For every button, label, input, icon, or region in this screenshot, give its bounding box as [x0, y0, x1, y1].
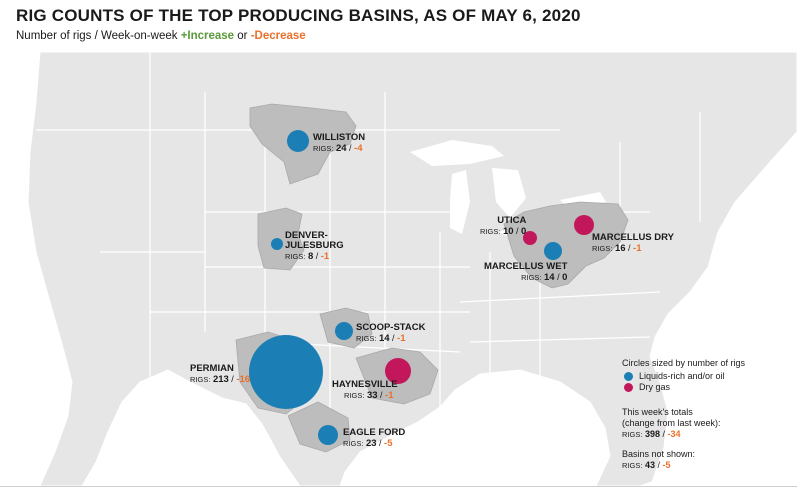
rigs-prefix: RIGS:: [285, 252, 306, 261]
label-denver-julesburg: DENVER- JULESBURG RIGS: 8 / -1: [285, 230, 344, 262]
basin-area-denver-julesburg: [257, 207, 305, 271]
legend-drygas-label: Dry gas: [639, 382, 671, 392]
label-scoop-stack: SCOOP-STACK RIGS: 14 / -1: [356, 322, 426, 344]
lake-huron: [492, 168, 526, 218]
footer-divider: [0, 486, 797, 487]
gulf-of-mexico: [360, 424, 580, 486]
basin-name: UTICA: [497, 215, 527, 226]
rigs-prefix: RIGS:: [521, 273, 542, 282]
notshown-values: RIGS: 43 / -5: [622, 460, 671, 470]
liquids-swatch-icon: [624, 372, 633, 381]
subtitle-decrease: -Decrease: [250, 30, 306, 42]
circle-haynesville: [385, 358, 411, 384]
basin-name: SCOOP-STACK: [356, 322, 426, 333]
lake-michigan: [450, 170, 470, 234]
rig-count: 23: [365, 438, 377, 449]
legend-liquids-label: Liquids-rich and/or oil: [639, 371, 725, 381]
basin-name: DENVER-: [285, 230, 328, 241]
circle-eagle-ford: [318, 425, 338, 445]
legend-heading: Circles sized by number of rigs: [622, 358, 746, 368]
state-borders: [36, 52, 701, 432]
totals-change: -34: [667, 429, 681, 439]
rigs-prefix: RIGS:: [622, 461, 643, 470]
legend-drygas: Dry gas: [624, 382, 792, 393]
subtitle-or: or: [234, 30, 251, 42]
map-legend: Circles sized by number of rigs Liquids-…: [622, 358, 792, 471]
basin-map: [27, 52, 797, 486]
totals-heading-1: This week's totals: [622, 407, 693, 417]
subtitle: Number of rigs / Week-on-week +Increase …: [16, 30, 306, 42]
basin-name: WILLISTON: [313, 132, 366, 143]
notshown-change: -5: [662, 460, 671, 470]
rigs-prefix: RIGS:: [343, 439, 364, 448]
rig-circles: [249, 130, 594, 445]
label-eagle-ford: EAGLE FORD RIGS: 23 / -5: [343, 427, 406, 449]
circle-permian: [249, 335, 323, 409]
basin-name-line2: JULESBURG: [285, 240, 344, 251]
basin-name: PERMIAN: [190, 363, 234, 374]
rig-change: -1: [397, 333, 406, 344]
rigs-prefix: RIGS:: [344, 391, 365, 400]
label-williston: WILLISTON RIGS: 24 / -4: [313, 132, 366, 154]
circle-williston: [287, 130, 309, 152]
rigs-prefix: RIGS:: [622, 430, 643, 439]
basin-name: MARCELLUS WET: [484, 261, 568, 272]
label-haynesville: HAYNESVILLE RIGS: 33 / -1: [332, 379, 398, 401]
circle-scoop-stack: [335, 322, 353, 340]
label-utica: UTICA RIGS: 10 / 0: [480, 215, 527, 237]
basin-name: EAGLE FORD: [343, 427, 406, 438]
basin-name: HAYNESVILLE: [332, 379, 398, 390]
rigs-prefix: RIGS:: [190, 375, 211, 384]
notshown-rigs: 43: [644, 460, 655, 470]
page-title: RIG COUNTS OF THE TOP PRODUCING BASINS, …: [16, 6, 581, 25]
drygas-swatch-icon: [624, 383, 633, 392]
label-marcellus-wet: MARCELLUS WET RIGS: 14 / 0: [484, 261, 568, 283]
rig-count: 33: [366, 390, 378, 401]
subtitle-increase: +Increase: [180, 30, 235, 42]
circle-marcellus-wet: [544, 242, 562, 260]
legend-liquids: Liquids-rich and/or oil: [624, 371, 792, 382]
rig-change: -1: [385, 390, 394, 401]
rig-change: -5: [384, 438, 393, 449]
label-marcellus-dry: MARCELLUS DRY RIGS: 16 / -1: [592, 232, 674, 254]
lake-superior: [410, 140, 504, 166]
circle-marcellus-dry: [574, 215, 594, 235]
rig-change: -4: [354, 143, 363, 154]
label-permian: PERMIAN RIGS: 213 / -16: [190, 363, 251, 385]
rigs-prefix: RIGS:: [592, 244, 613, 253]
rig-change: -1: [320, 251, 330, 262]
rig-change: -1: [633, 243, 642, 254]
north-america-land: [27, 52, 797, 486]
rig-count: 24: [335, 143, 347, 154]
rig-count: 213: [212, 374, 229, 385]
rig-count: 14: [544, 272, 555, 283]
rig-change: 0: [562, 272, 568, 283]
basin-area-appalachian: [503, 201, 629, 289]
rig-change: 0: [521, 226, 527, 237]
totals-rigs: 398: [644, 429, 660, 439]
rig-count: 10: [502, 226, 514, 237]
totals-heading-2: (change from last week):: [622, 418, 721, 428]
rig-count: 16: [614, 243, 626, 254]
circle-utica: [523, 231, 537, 245]
rigs-prefix: RIGS:: [480, 227, 501, 236]
rigs-prefix: RIGS:: [313, 144, 334, 153]
circle-denver-julesburg: [271, 238, 283, 250]
subtitle-lead: Number of rigs / Week-on-week: [16, 30, 181, 42]
basin-name: MARCELLUS DRY: [592, 232, 674, 243]
rig-count: 8: [307, 251, 314, 262]
rigs-prefix: RIGS:: [356, 334, 377, 343]
notshown-heading: Basins not shown:: [622, 449, 696, 459]
rig-count: 14: [378, 333, 390, 344]
rig-change: -16: [236, 374, 251, 385]
totals-values: RIGS: 398 / -34: [622, 429, 681, 439]
